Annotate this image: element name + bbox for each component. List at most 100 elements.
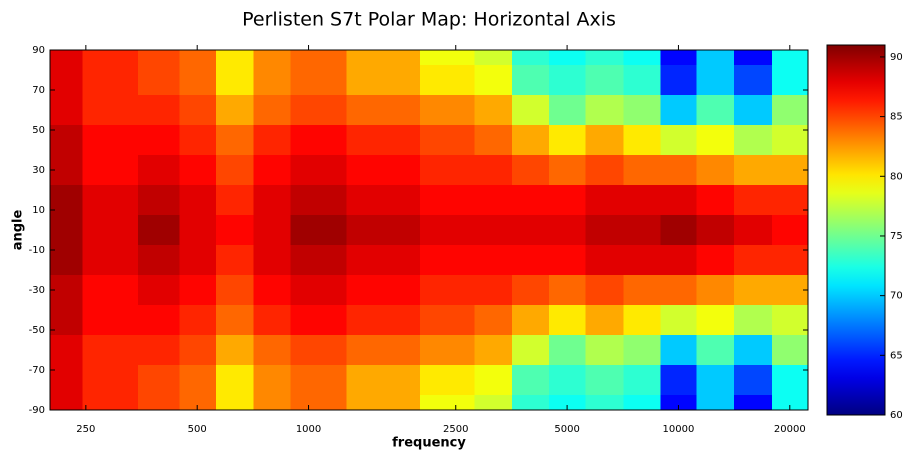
heat-cell <box>512 245 550 276</box>
heat-cell <box>290 245 347 276</box>
heat-cell <box>771 305 809 336</box>
heat-cell <box>585 305 625 336</box>
heat-cell <box>549 50 587 66</box>
heat-cell <box>50 50 84 66</box>
heat-cell <box>179 95 217 126</box>
heat-cell <box>215 215 255 246</box>
heat-cell <box>623 50 662 66</box>
heat-cell <box>549 335 587 366</box>
heat-cell <box>82 215 139 246</box>
heat-cell <box>512 305 550 336</box>
heat-cell <box>215 95 255 126</box>
heat-cell <box>215 125 255 156</box>
heat-cell <box>179 245 217 276</box>
heat-cell <box>549 185 587 216</box>
heat-cell <box>215 155 255 186</box>
heat-cell <box>138 215 180 246</box>
heat-cell <box>215 365 255 396</box>
heat-cell <box>660 95 697 126</box>
heat-cell <box>474 365 513 396</box>
heat-cell <box>696 335 735 366</box>
heat-cell <box>419 275 475 306</box>
heat-cell <box>138 335 180 366</box>
heat-cell <box>585 245 625 276</box>
heat-cell <box>585 155 625 186</box>
heat-cell <box>771 335 809 366</box>
heat-cell <box>215 185 255 216</box>
heat-cell <box>419 155 475 186</box>
heat-cell <box>549 245 587 276</box>
heat-cell <box>771 95 809 126</box>
heat-cell <box>253 335 292 366</box>
heat-cell <box>253 245 292 276</box>
heat-cell <box>696 185 735 216</box>
x-tick-label: 20000 <box>774 424 806 435</box>
heat-cell <box>474 95 513 126</box>
y-axis-label: angle <box>11 210 26 251</box>
heat-cell <box>346 275 421 306</box>
heat-cell <box>585 50 625 66</box>
colorbar-tick-label: 90 <box>890 52 903 63</box>
heat-cell <box>585 365 625 396</box>
heat-cell <box>734 65 773 96</box>
y-tick-label: 70 <box>32 85 45 96</box>
heat-cell <box>50 365 84 396</box>
heat-cell <box>660 65 697 96</box>
heat-cell <box>474 155 513 186</box>
heat-cell <box>696 125 735 156</box>
heat-cell <box>346 365 421 396</box>
heat-cell <box>696 155 735 186</box>
heat-cell <box>660 245 697 276</box>
heat-cell <box>419 125 475 156</box>
heat-cell <box>474 275 513 306</box>
heat-cell <box>474 305 513 336</box>
x-tick-label: 10000 <box>663 424 695 435</box>
heat-cell <box>549 125 587 156</box>
heat-cell <box>215 305 255 336</box>
heat-cell <box>474 185 513 216</box>
heat-cell <box>215 275 255 306</box>
heat-cell <box>179 125 217 156</box>
heat-cell <box>734 335 773 366</box>
heat-cell <box>585 65 625 96</box>
y-tick-label: -50 <box>29 325 45 336</box>
heat-cell <box>346 95 421 126</box>
heat-cell <box>138 245 180 276</box>
heat-cell <box>696 50 735 66</box>
heat-cell <box>512 155 550 186</box>
heat-cell <box>549 365 587 396</box>
heat-cell <box>734 275 773 306</box>
heat-cell <box>512 125 550 156</box>
heat-cell <box>549 95 587 126</box>
heat-cell <box>660 365 697 396</box>
heat-cell <box>660 395 697 411</box>
heat-cell <box>215 50 255 66</box>
heat-cell <box>50 185 84 216</box>
heat-cell <box>623 95 662 126</box>
heat-cell <box>253 275 292 306</box>
heat-cell <box>290 95 347 126</box>
heat-cell <box>419 95 475 126</box>
heat-cell <box>549 215 587 246</box>
heat-cell <box>138 65 180 96</box>
heat-cell <box>512 65 550 96</box>
heat-cell <box>290 275 347 306</box>
heat-cell <box>474 125 513 156</box>
heat-cell <box>734 155 773 186</box>
heat-cell <box>623 305 662 336</box>
heat-cell <box>734 95 773 126</box>
heat-cell <box>696 365 735 396</box>
heat-cell <box>585 395 625 411</box>
colorbar-tick-label: 70 <box>890 291 903 302</box>
heat-cell <box>50 155 84 186</box>
heat-cell <box>253 125 292 156</box>
heat-cell <box>346 50 421 66</box>
colorbar-tick-label: 65 <box>890 350 903 361</box>
heat-cell <box>82 395 139 411</box>
heat-cell <box>138 305 180 336</box>
heat-cell <box>512 185 550 216</box>
colorbar-tick-label: 60 <box>890 410 903 421</box>
heat-cell <box>696 275 735 306</box>
heat-cell <box>50 65 84 96</box>
heat-cell <box>290 395 347 411</box>
